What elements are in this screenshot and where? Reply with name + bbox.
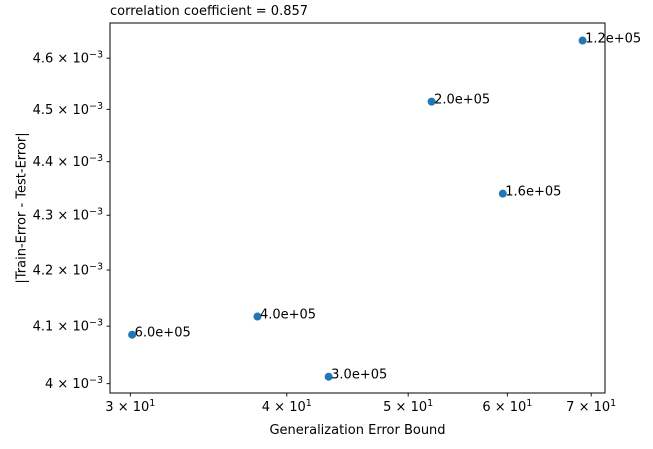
x-tick-label: 4 × 101	[262, 398, 312, 415]
y-tick-label: 4.5 × 10−3	[33, 101, 103, 118]
data-point	[324, 372, 333, 381]
data-point-label: 1.6e+05	[505, 185, 561, 200]
data-point	[498, 189, 507, 198]
data-point-label: 3.0e+05	[331, 368, 387, 383]
x-tick-label: 3 × 101	[105, 398, 155, 415]
chart-title: correlation coefficient = 0.857	[110, 4, 309, 19]
y-tick-label: 4.1 × 10−3	[33, 318, 103, 335]
data-point-label: 2.0e+05	[434, 93, 490, 108]
x-tick-label: 5 × 101	[383, 398, 433, 415]
y-tick-label: 4.4 × 10−3	[33, 153, 103, 170]
data-point	[253, 312, 262, 321]
y-tick-label: 4.2 × 10−3	[33, 262, 103, 279]
data-point-label: 6.0e+05	[135, 326, 191, 341]
data-point	[427, 97, 436, 106]
x-tick-label: 7 × 101	[566, 398, 616, 415]
plot-frame	[109, 22, 606, 394]
data-point-label: 4.0e+05	[260, 308, 316, 323]
y-tick-label: 4 × 10−3	[45, 375, 103, 392]
x-axis-label: Generalization Error Bound	[269, 423, 446, 438]
data-point-label: 1.2e+05	[585, 32, 641, 47]
x-tick-label: 6 × 101	[482, 398, 532, 415]
data-point	[128, 330, 137, 339]
data-point	[578, 36, 587, 45]
y-tick-label: 4.3 × 10−3	[33, 207, 103, 224]
y-tick-label: 4.6 × 10−3	[33, 50, 103, 67]
